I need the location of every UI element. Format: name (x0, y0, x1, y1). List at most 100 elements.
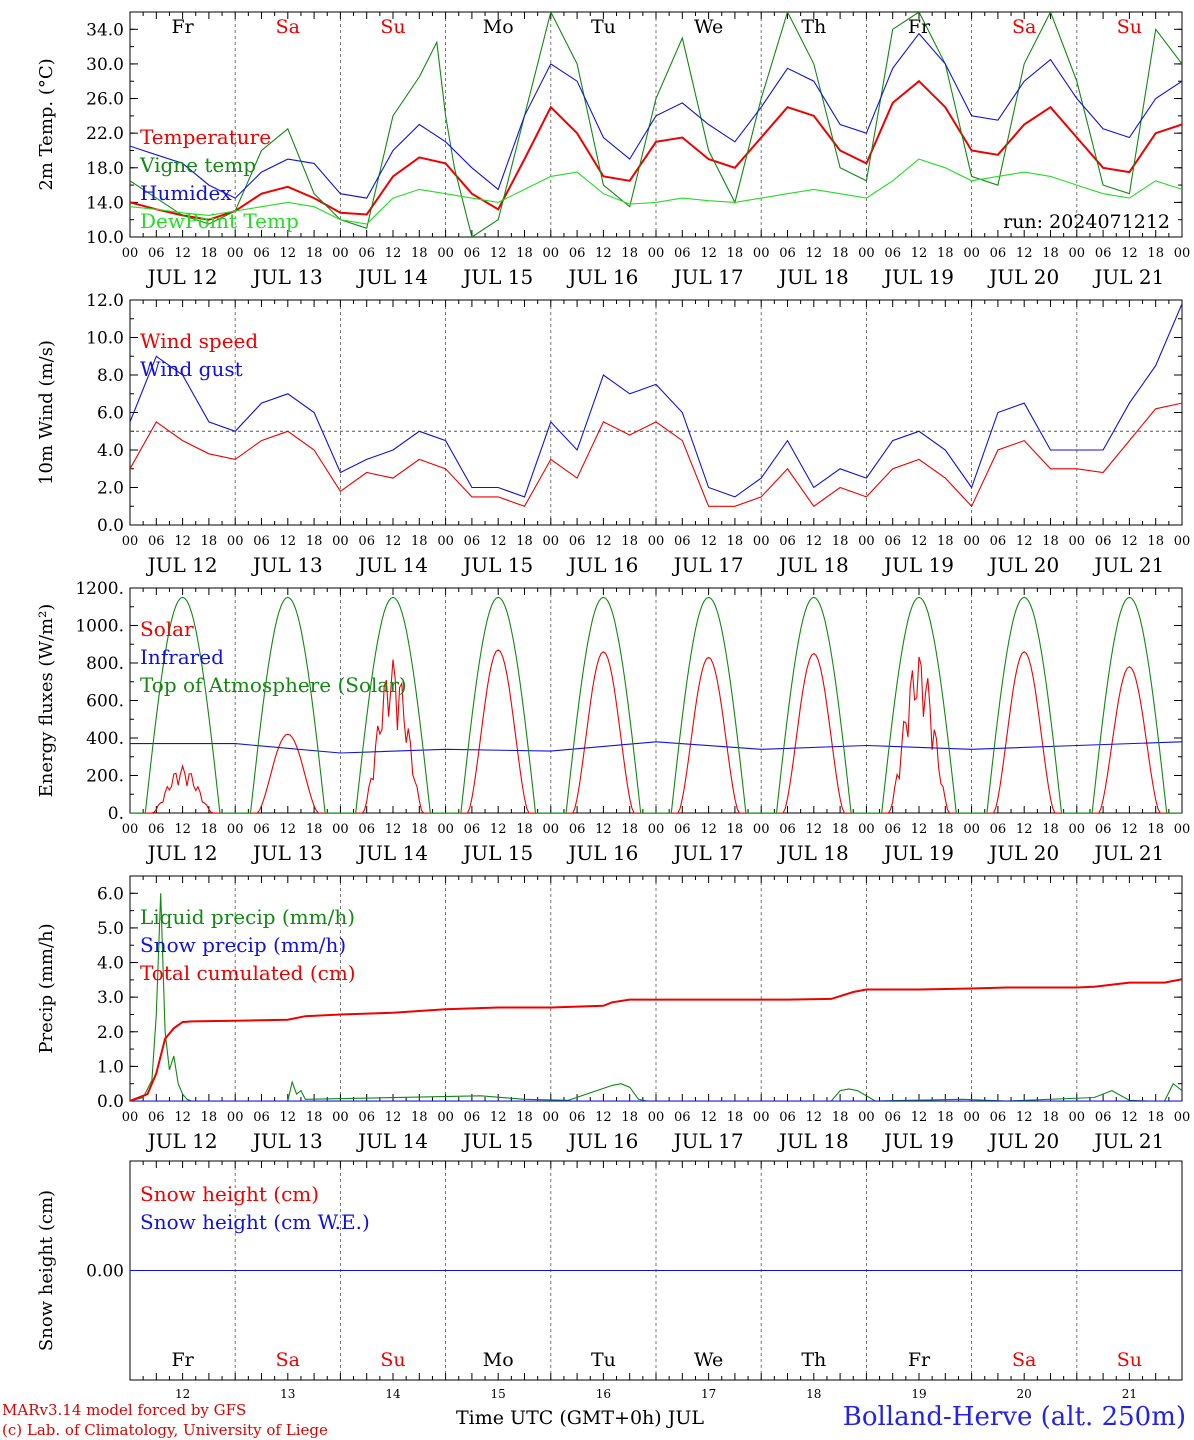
y-axis-label: Snow height (cm) (36, 1190, 57, 1351)
x-hour-label: 18 (516, 1110, 533, 1125)
panel-4: 0.0 1.0 2.0 3.0 4.0 5.0 6.0 Precip (mm/h) Liquid… (36, 875, 1190, 1153)
x-hour-label: 06 (1095, 534, 1112, 549)
x-hour-label: 00 (858, 534, 875, 549)
x-hour-label: 12 (911, 1110, 928, 1125)
x-hour-label: 12 (385, 822, 402, 837)
x-hour-label: 00 (227, 822, 244, 837)
x-hour-label: 12 (911, 534, 928, 549)
x-hour-label: 12 (174, 246, 191, 261)
y-axis-label: 2m Temp. (°C) (36, 58, 57, 190)
x-date-label: JUL 13 (251, 553, 323, 577)
x-hour-label: 12 (490, 1110, 507, 1125)
legend-entry: Top of Atmosphere (Solar) (140, 673, 407, 697)
x-hour-label: 00 (437, 1110, 454, 1125)
x-hour-label: 12 (280, 246, 297, 261)
x-hour-label: 00 (332, 246, 349, 261)
weekday-label: Sa (1012, 16, 1036, 38)
x-hour-label: 06 (569, 534, 586, 549)
y-tick-label: 6.0 (97, 884, 124, 904)
x-hour-label: 18 (201, 246, 218, 261)
x-hour-label: 12 (490, 246, 507, 261)
y-tick-label: 800. (86, 654, 124, 674)
plot-frame (129, 587, 1183, 814)
x-hour-label: 06 (253, 246, 270, 261)
x-hour-label: 12 (911, 822, 928, 837)
x-hour-label: 00 (1174, 822, 1191, 837)
y-tick-label: 14.0 (86, 193, 124, 213)
x-hour-label: 12 (385, 246, 402, 261)
weekday-label: Mo (483, 1349, 514, 1371)
x-hour-label: 06 (884, 246, 901, 261)
legend-entry: Liquid precip (mm/h) (140, 905, 355, 929)
weekday-label: Sa (1012, 1349, 1036, 1371)
weekday-label: We (694, 16, 723, 38)
x-hour-label: 12 (595, 1110, 612, 1125)
x-hour-label: 06 (148, 1110, 165, 1125)
series-line-solar (130, 649, 1182, 813)
x-hour-label: 00 (122, 1110, 139, 1125)
weekday-label: Su (380, 1349, 405, 1371)
x-hour-label: 12 (280, 1110, 297, 1125)
x-date-label: JUL 21 (1092, 553, 1164, 577)
x-hour-label: 18 (727, 534, 744, 549)
x-hour-label: 00 (543, 246, 560, 261)
x-hour-label: 00 (543, 534, 560, 549)
day-number-label: 21 (1122, 1387, 1137, 1401)
x-hour-label: 00 (1174, 246, 1191, 261)
y-tick-label: 10.0 (86, 228, 124, 248)
x-hour-label: 00 (437, 822, 454, 837)
y-tick-label: 400. (86, 729, 124, 749)
weekday-label: Th (801, 16, 826, 38)
x-hour-label: 00 (543, 1110, 560, 1125)
x-hour-label: 12 (1016, 246, 1033, 261)
x-hour-label: 18 (937, 246, 954, 261)
x-hour-label: 12 (174, 822, 191, 837)
x-hour-label: 18 (832, 246, 849, 261)
day-number-label: 20 (1017, 1387, 1032, 1401)
y-tick-label: 4.0 (97, 441, 124, 461)
legend-entry: Wind speed (140, 329, 258, 353)
day-number-label: 15 (491, 1387, 506, 1401)
x-hour-label: 18 (1147, 822, 1164, 837)
y-tick-label: 4.0 (97, 954, 124, 974)
x-hour-label: 18 (306, 246, 323, 261)
x-date-label: JUL 16 (566, 1129, 638, 1153)
x-date-label: JUL 12 (146, 841, 218, 865)
legend-entry: DewPoint Temp (140, 209, 299, 233)
day-number-label: 19 (911, 1387, 926, 1401)
x-date-label: JUL 20 (987, 265, 1059, 289)
x-hour-label: 06 (253, 1110, 270, 1125)
x-date-label: JUL 19 (882, 265, 954, 289)
x-hour-label: 12 (1121, 1110, 1138, 1125)
y-tick-label: 0. (108, 804, 124, 824)
y-axis-label: Energy fluxes (W/m²) (36, 604, 57, 798)
x-hour-label: 00 (437, 246, 454, 261)
x-hour-label: 12 (806, 822, 823, 837)
weekday-label: Mo (483, 16, 514, 38)
series-line-wind-speed (130, 402, 1182, 508)
x-date-label: JUL 21 (1092, 841, 1164, 865)
y-tick-label: 10.0 (86, 329, 124, 349)
legend-entry: Temperature (140, 125, 271, 149)
y-tick-label: 2.0 (97, 1023, 124, 1043)
x-hour-label: 00 (1069, 246, 1086, 261)
y-tick-label: 0.0 (97, 516, 124, 536)
x-hour-label: 18 (621, 822, 638, 837)
x-date-label: JUL 18 (777, 841, 849, 865)
weekday-label: Tu (591, 1349, 616, 1371)
x-hour-label: 00 (227, 1110, 244, 1125)
weekday-label: Su (380, 16, 405, 38)
x-hour-label: 18 (411, 534, 428, 549)
x-date-label: JUL 19 (882, 841, 954, 865)
y-tick-label: 22.0 (86, 124, 124, 144)
x-date-label: JUL 21 (1092, 1129, 1164, 1153)
legend-entry: Infrared (140, 645, 224, 669)
day-number-label: 17 (701, 1387, 716, 1401)
y-tick-label: 600. (86, 692, 124, 712)
x-hour-label: 00 (963, 534, 980, 549)
x-hour-label: 06 (148, 534, 165, 549)
y-axis-label: 10m Wind (m/s) (36, 340, 57, 485)
y-tick-label: 0.0 (97, 1092, 124, 1112)
series-line-wind-gust (130, 303, 1182, 498)
x-hour-label: 18 (727, 822, 744, 837)
